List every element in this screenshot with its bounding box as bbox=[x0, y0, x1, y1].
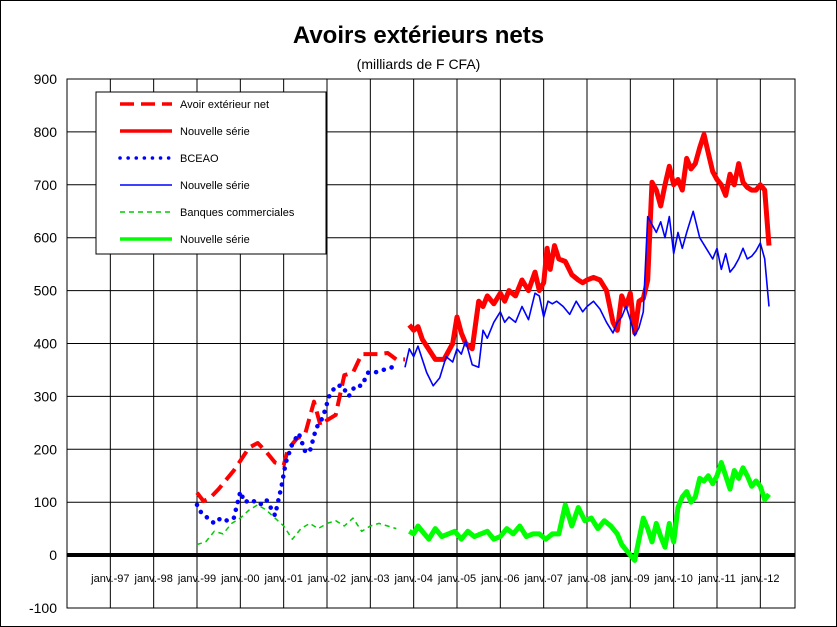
x-tick-label: janv.-08 bbox=[567, 573, 606, 585]
legend-label: Avoir extérieur net bbox=[180, 99, 269, 111]
y-tick-label: 700 bbox=[34, 177, 58, 193]
series-line-4 bbox=[404, 210, 770, 387]
x-tick-label: janv.-97 bbox=[90, 573, 129, 585]
x-tick-label: janv.-09 bbox=[610, 573, 649, 585]
x-tick-label: janv.-01 bbox=[264, 573, 303, 585]
y-tick-label: 600 bbox=[34, 230, 58, 246]
y-tick-label: 100 bbox=[34, 494, 58, 510]
x-tick-label: janv.-02 bbox=[307, 573, 346, 585]
series-line-2 bbox=[407, 132, 772, 362]
chart-subtitle: (milliards de F CFA) bbox=[356, 56, 481, 72]
x-tick-label: janv.-10 bbox=[654, 573, 693, 585]
x-tick-label: janv.-03 bbox=[350, 573, 389, 585]
x-tick-label: janv.-00 bbox=[220, 573, 259, 585]
y-tick-label: 500 bbox=[34, 283, 58, 299]
y-tick-label: 0 bbox=[49, 547, 57, 563]
grid-lines bbox=[66, 78, 795, 609]
legend: Avoir extérieur net Nouvelle série BCEAO No… bbox=[95, 91, 327, 255]
x-tick-label: janv.-04 bbox=[394, 573, 433, 585]
x-axis-ticks: janv.-97 janv.-98 janv.-99 janv.-00 janv.-01… bbox=[90, 573, 779, 585]
legend-label: Nouvelle série bbox=[180, 126, 250, 138]
x-tick-label: janv.-11 bbox=[697, 573, 736, 585]
y-tick-label: 200 bbox=[34, 441, 58, 457]
x-tick-label: janv.-99 bbox=[177, 573, 216, 585]
legend-label: BCEAO bbox=[180, 153, 219, 165]
legend-label: Nouvelle série bbox=[180, 180, 250, 192]
series-line-5 bbox=[196, 504, 397, 546]
y-tick-label: 400 bbox=[34, 336, 58, 352]
x-tick-label: janv.-06 bbox=[480, 573, 519, 585]
x-tick-label: janv.-05 bbox=[437, 573, 476, 585]
y-tick-label: -100 bbox=[29, 600, 57, 616]
legend-label: Nouvelle série bbox=[180, 234, 250, 246]
x-tick-label: janv.-12 bbox=[740, 573, 779, 585]
y-tick-label: 900 bbox=[34, 71, 58, 87]
legend-label: Banques commerciales bbox=[180, 207, 295, 219]
y-axis-ticks: -100 0 100 200 300 400 500 600 700 800 900 bbox=[29, 71, 57, 616]
y-tick-label: 800 bbox=[34, 124, 58, 140]
x-tick-label: janv.-07 bbox=[524, 573, 563, 585]
series-line-3 bbox=[194, 362, 401, 526]
series-lines bbox=[194, 132, 772, 563]
y-tick-label: 300 bbox=[34, 388, 58, 404]
legend-box bbox=[95, 91, 327, 255]
chart-title: Avoirs extérieurs nets bbox=[292, 22, 545, 49]
series-line-6 bbox=[408, 460, 771, 563]
x-tick-label: janv.-98 bbox=[134, 573, 173, 585]
